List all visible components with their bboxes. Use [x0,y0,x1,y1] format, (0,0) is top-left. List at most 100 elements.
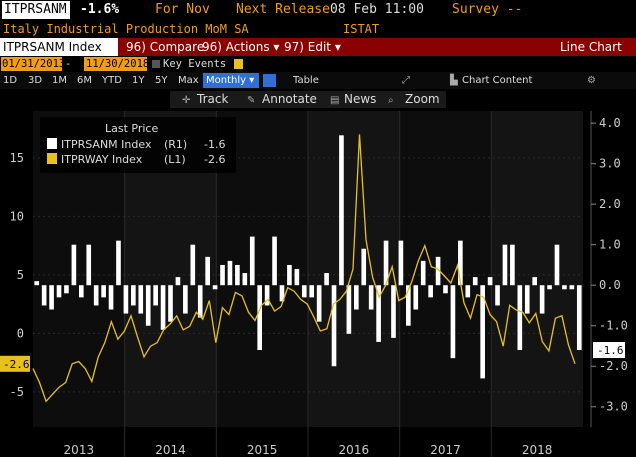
bar [287,264,292,286]
last-value-tag-right [593,342,625,359]
period-6m[interactable]: 6M [77,75,92,86]
chart-style-icon[interactable] [263,74,276,87]
bar [138,285,144,314]
ticker-symbol[interactable]: ITPRSANM [4,2,67,17]
right-tick-label: 0.0 [599,278,621,292]
bar [235,264,240,286]
key-events-icon[interactable] [234,59,243,69]
security-name: Italy Industrial Production MoM SA [3,22,249,36]
key-events-checkbox[interactable] [152,60,160,68]
right-tick-label: -2.0 [599,359,628,373]
expand-icon[interactable]: ⤢ [402,75,410,86]
last-value-label-left: -2.6 [3,358,30,371]
edit-menu[interactable]: 97) Edit ▾ [284,40,341,54]
period-3d[interactable]: 3D [28,75,43,86]
frequency-dropdown[interactable]: Monthly ▾ [206,75,255,86]
bar [361,248,367,286]
bar [450,285,456,359]
period-bar: 1D 3D 1M 6M YTD 1Y 5Y Max Monthly ▾ Tabl… [0,72,636,89]
legend-item-axis: (L1) [164,153,186,166]
bar [510,244,515,286]
bar [101,285,106,298]
bar [368,285,374,310]
bar [547,285,552,290]
x-tick-label: 2013 [64,443,95,457]
bar [353,285,359,310]
security-header: ITPRSANM -1.6% For Nov Next Release 08 F… [0,0,636,20]
bar [257,285,263,351]
bar [153,285,158,306]
end-date-field[interactable]: 11/30/2018 [86,58,150,70]
bar [562,285,567,290]
ticker-highlight [2,1,70,19]
news-icon: ▤ [330,95,339,106]
compare-button[interactable]: 96) Compare [126,40,205,54]
actions-menu[interactable]: 96) Actions ▾ [202,40,280,54]
chart-type-label[interactable]: Line Chart [560,40,622,54]
last-value-tag-left [0,355,30,372]
legend-item-name: ITPRWAY Index [61,153,143,166]
bar [435,256,441,286]
news-button[interactable]: News [344,92,376,106]
bar [294,269,300,286]
chart-icon: ▙ [450,75,458,86]
bar [524,285,530,314]
period-max[interactable]: Max [178,75,199,86]
left-tick-label: 0 [17,326,24,340]
chart-content-button[interactable]: Chart Content [462,75,533,86]
survey-label: Survey -- [452,2,523,17]
year-band [399,111,492,427]
bar [123,285,129,314]
chart-area: 15 10 5 0 -5 4.0 3.0 2.0 1.0 0.0 -1.0 -2.0 -3.0 2013 2… [0,89,636,457]
bar [34,281,40,286]
bar [86,244,92,286]
bar [242,273,248,286]
bar [539,285,545,314]
bar [465,285,471,298]
period-1m[interactable]: 1M [52,75,67,86]
bar [279,285,285,302]
bar [339,135,344,286]
toolbar: ITPRSANM Index 96) Compare 96) Actions ▾… [0,38,636,56]
security-field[interactable]: ITPRSANM Index [3,40,102,54]
right-tick-label: 1.0 [599,238,621,252]
legend-swatch-yellow [47,153,57,164]
period-5y[interactable]: 5Y [155,75,168,86]
zoom-icon: ⌕ [388,95,394,106]
x-tick-label: 2014 [155,443,186,457]
table-toggle[interactable]: Table [293,75,319,86]
bar [443,285,448,294]
legend-item-value: -1.6 [204,138,225,151]
last-value: -1.6% [80,2,120,17]
left-tick-label: 5 [17,268,24,282]
bar [264,285,270,306]
bar [413,285,419,310]
period-1y[interactable]: 1Y [132,75,145,86]
key-events-label: Key Events [163,58,227,70]
right-tick-label: 2.0 [599,197,621,211]
bar [554,244,560,286]
bar [131,285,136,306]
period-ytd[interactable]: YTD [102,75,122,86]
bar [49,285,54,310]
start-date-field[interactable]: 01/31/2013 [2,58,66,70]
last-value-label-right: -1.6 [597,344,624,357]
bar [197,285,203,318]
bar [346,285,352,334]
bar [480,285,485,379]
annotate-button[interactable]: Annotate [262,92,317,106]
gear-icon[interactable]: ⚙ [587,75,596,86]
bar [108,285,114,310]
bar [249,236,255,286]
zoom-button[interactable]: Zoom [405,92,440,106]
bar [64,285,69,294]
bar [56,285,62,298]
bar [472,277,478,286]
bar [116,240,121,286]
chart-tools-bar: ✛ Track ✎ Annotate ▤ News ⌕ Zoom [170,91,446,108]
x-tick-label: 2018 [522,443,553,457]
period-1d[interactable]: 1D [3,75,18,86]
bar [160,285,166,330]
bar [227,260,233,286]
track-button[interactable]: Track [196,92,228,106]
